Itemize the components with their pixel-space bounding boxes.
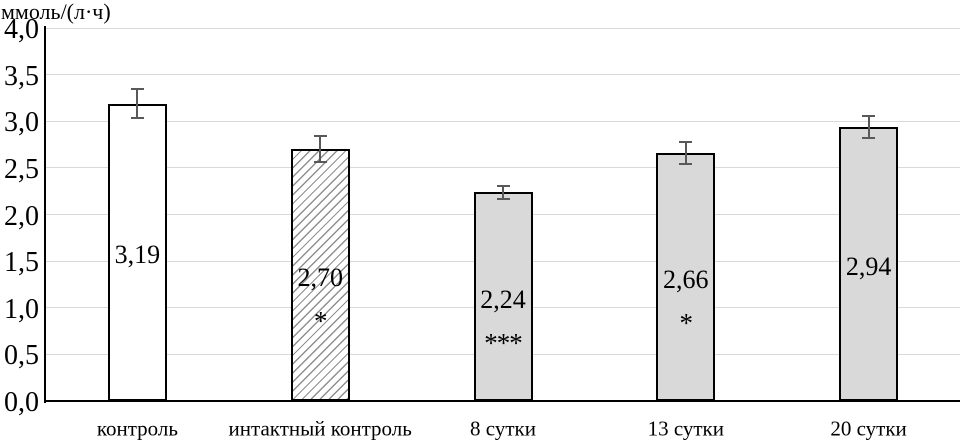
category-label: 20 сутки	[830, 416, 907, 441]
error-bar-cap-bottom	[313, 161, 327, 164]
x-axis-line	[44, 400, 960, 402]
bar-5	[839, 126, 899, 401]
error-bar-cap-top	[496, 184, 510, 187]
error-bar-cap-bottom	[496, 197, 510, 200]
y-axis-line	[44, 26, 46, 403]
bar-4	[656, 152, 716, 401]
error-bar-cap-top	[130, 87, 144, 90]
significance-marker: ***	[484, 327, 522, 358]
bar-value-label: 2,94	[845, 251, 892, 281]
significance-marker: *	[313, 306, 327, 337]
y-tick-label: 3,5	[4, 60, 39, 92]
error-bar-line	[867, 115, 870, 139]
bar-value-label: 3,19	[114, 240, 161, 270]
y-tick-label: 1,5	[4, 247, 39, 279]
error-bar-cap-bottom	[130, 117, 144, 120]
y-tick-label: 0,0	[4, 387, 39, 418]
category-label: 8 сутки	[470, 416, 536, 441]
error-bar-cap-top	[862, 114, 876, 117]
category-label: 13 сутки	[647, 416, 725, 441]
bar-1	[107, 103, 167, 401]
error-bar-cap-bottom	[862, 137, 876, 140]
gridline	[46, 120, 960, 122]
error-bar-cap-bottom	[679, 163, 693, 166]
category-label: интактный контроль	[228, 416, 412, 441]
bar-2	[290, 149, 350, 401]
error-bar-line	[136, 88, 139, 119]
error-bar-cap-top	[313, 135, 327, 138]
y-tick-label: 2,5	[4, 153, 39, 185]
gridline	[46, 74, 960, 76]
gridline	[46, 167, 960, 169]
y-tick-label: 2,0	[4, 200, 39, 232]
gridline	[46, 27, 960, 29]
y-tick-label: 4,0	[4, 14, 39, 45]
category-label: контроль	[96, 416, 178, 441]
error-bar-cap-top	[679, 140, 693, 143]
error-bar-line	[319, 136, 322, 163]
y-tick-label: 3,0	[4, 107, 39, 139]
bar-value-label: 2,70	[297, 263, 343, 293]
y-tick-label: 0,5	[4, 340, 39, 372]
error-bar-line	[502, 185, 504, 199]
bar-value-label: 2,24	[480, 284, 526, 314]
y-axis-title: ммоль/(л·ч)	[1, 0, 111, 24]
significance-marker: *	[679, 307, 693, 338]
bar-value-label: 2,66	[663, 264, 709, 294]
error-bar-line	[684, 141, 687, 165]
y-tick-label: 1,0	[4, 293, 39, 325]
